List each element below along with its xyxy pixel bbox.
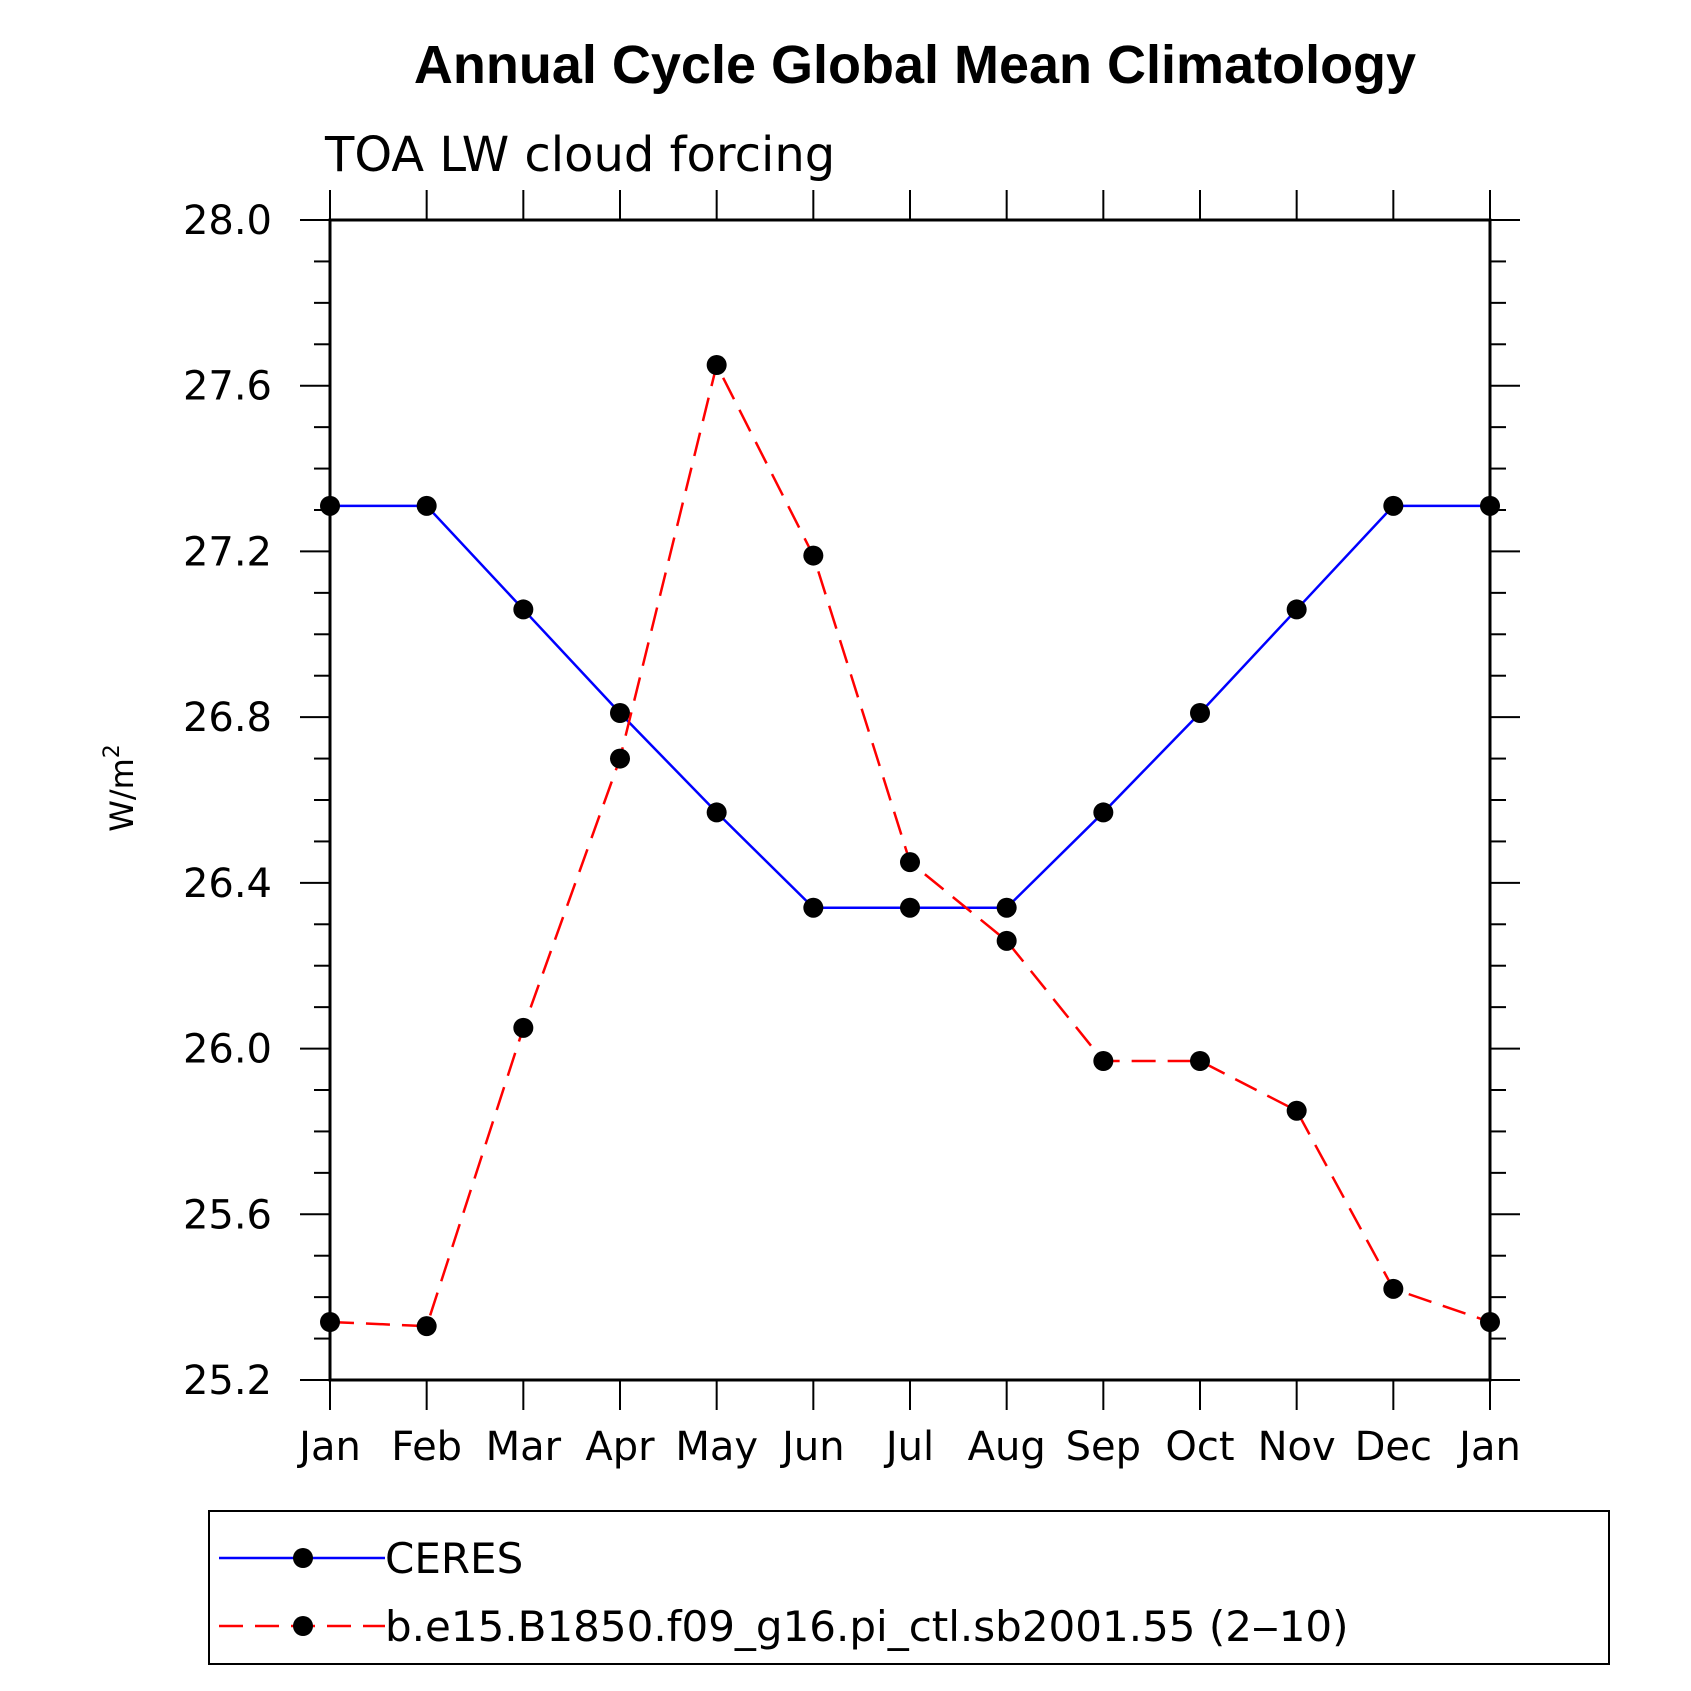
x-tick-label: Nov xyxy=(1258,1424,1336,1470)
series-line xyxy=(329,361,1491,1328)
plot-area xyxy=(328,218,1492,1382)
legend-marker xyxy=(293,1616,313,1636)
svg-text:W/m2: W/m2 xyxy=(100,744,141,832)
y-axis-label-superscript: 2 xyxy=(100,744,125,758)
legend: CERES b.e15.B1850.f09_g16.pi_ctl.sb2001.5… xyxy=(208,1510,1610,1665)
data-point xyxy=(996,930,1017,951)
y-axis-label-text: W/m xyxy=(103,758,141,832)
x-tick-label: Jul xyxy=(883,1424,934,1470)
data-point xyxy=(1383,495,1404,516)
chart-title: Annual Cycle Global Mean Climatology xyxy=(414,35,1416,95)
series-2 xyxy=(320,355,1500,1337)
legend-items: CERES b.e15.B1850.f09_g16.pi_ctl.sb2001.5… xyxy=(219,1534,1349,1651)
y-axis-label: W/m2 xyxy=(100,744,141,832)
data-point xyxy=(1093,802,1114,823)
x-tick-label: Jun xyxy=(779,1424,845,1470)
data-point xyxy=(513,1017,534,1038)
plot-frame xyxy=(328,218,1492,1382)
y-tick-label: 25.2 xyxy=(183,1358,272,1404)
y-tick-label: 28.0 xyxy=(183,198,272,244)
x-tick-label: Dec xyxy=(1355,1424,1432,1470)
data-point xyxy=(706,355,727,375)
data-point xyxy=(996,897,1017,918)
data-point xyxy=(320,495,340,516)
series-line xyxy=(330,504,1490,909)
legend-label: CERES xyxy=(385,1534,523,1583)
data-point xyxy=(513,599,534,620)
y-tick-label: 26.4 xyxy=(183,861,272,907)
data-point xyxy=(900,897,920,918)
data-point xyxy=(1383,1278,1404,1299)
x-tick-label: Feb xyxy=(391,1424,462,1470)
y-tick-label: 26.0 xyxy=(183,1027,272,1073)
data-point xyxy=(1286,1100,1307,1121)
legend-label: b.e15.B1850.f09_g16.pi_ctl.sb2001.55 (2‒… xyxy=(385,1602,1349,1651)
series-group xyxy=(320,355,1500,1337)
data-point xyxy=(803,545,824,566)
y-tick-label: 27.6 xyxy=(183,364,272,410)
x-tick-label: Apr xyxy=(585,1424,655,1470)
data-point xyxy=(416,1316,437,1337)
y-tick-label: 25.6 xyxy=(183,1192,272,1238)
data-point xyxy=(1093,1051,1114,1071)
data-point xyxy=(320,1312,340,1332)
data-point xyxy=(1480,495,1500,516)
x-tick-label: Jan xyxy=(1456,1424,1521,1470)
x-tick-label: Mar xyxy=(486,1424,562,1470)
x-tick-label: Oct xyxy=(1165,1424,1234,1470)
chart-subtitle: TOA LW cloud forcing xyxy=(324,127,835,183)
data-point xyxy=(1480,1312,1500,1332)
legend-box xyxy=(208,1510,1610,1665)
data-point xyxy=(706,802,727,823)
legend-item: CERES xyxy=(219,1534,523,1583)
x-tick-label: Aug xyxy=(968,1424,1046,1470)
data-point xyxy=(610,748,630,769)
data-point xyxy=(610,703,630,723)
x-tick-label: Sep xyxy=(1066,1424,1141,1470)
data-point xyxy=(416,495,437,516)
data-point xyxy=(900,852,920,873)
x-tick-label: Jan xyxy=(296,1424,361,1470)
y-tick-label: 26.8 xyxy=(183,695,272,741)
data-point xyxy=(1286,599,1307,620)
data-point xyxy=(803,897,824,918)
x-tick-label: May xyxy=(675,1424,758,1470)
data-point xyxy=(1190,1051,1210,1071)
axes: 25.2 25.6 26.0 26.4 26.8 27.2 27.6 28.0 Jan Feb Ma… xyxy=(183,190,1521,1470)
legend-marker xyxy=(293,1548,313,1568)
legend-item: b.e15.B1850.f09_g16.pi_ctl.sb2001.55 (2‒… xyxy=(219,1602,1349,1651)
series-1 xyxy=(320,495,1500,918)
data-point xyxy=(1190,703,1210,723)
y-tick-label: 27.2 xyxy=(183,529,272,575)
